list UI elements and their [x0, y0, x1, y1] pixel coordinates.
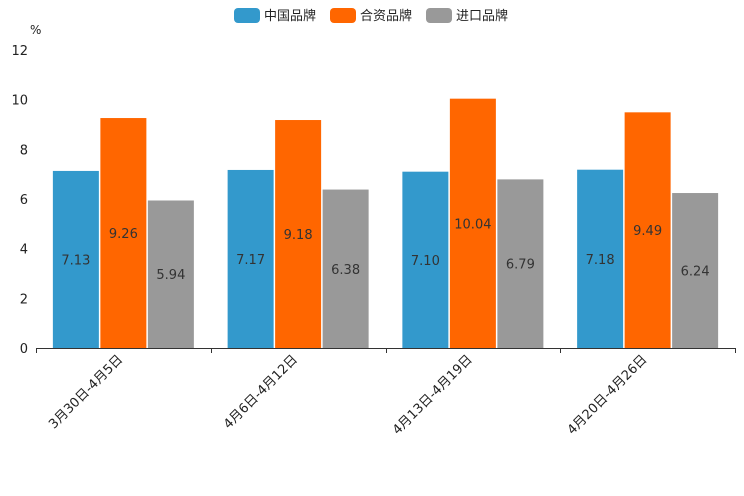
y-tick-label-4: 4 — [20, 243, 28, 258]
y-tick-label-0: 0 — [20, 342, 28, 357]
data-label-进口品牌-4月6日-4月12日: 6.38 — [331, 263, 360, 278]
legend-swatch — [330, 8, 356, 23]
bar-进口品牌-4月6日-4月12日 — [322, 189, 369, 348]
data-label-中国品牌-4月6日-4月12日: 7.17 — [236, 253, 265, 268]
y-tick-label-2: 2 — [20, 292, 28, 307]
x-tick-label-4月6日-4月12日: 4月6日-4月12日 — [221, 352, 301, 432]
legend: 中国品牌 合资品牌 进口品牌 — [234, 8, 508, 24]
y-tick-label-6: 6 — [20, 193, 28, 208]
y-axis-unit-label: % — [30, 23, 41, 37]
legend-swatch — [234, 8, 260, 23]
y-tick-label-10: 10 — [11, 94, 28, 109]
y-axis: 0 2 4 6 8 10 12 — [11, 44, 28, 357]
data-label-进口品牌-3月30日-4月5日: 5.94 — [156, 268, 185, 283]
data-label-中国品牌-3月30日-4月5日: 7.13 — [61, 253, 90, 268]
x-axis: 3月30日-4月5日 4月6日-4月12日 4月13日-4月19日 4月20日-4月2… — [36, 348, 736, 438]
x-tick-label-3月30日-4月5日: 3月30日-4月5日 — [46, 352, 126, 432]
bar-合资品牌-4月20日-4月26日 — [624, 112, 671, 348]
x-tick-label-4月20日-4月26日: 4月20日-4月26日 — [565, 352, 651, 438]
bar-合资品牌-3月30日-4月5日 — [100, 118, 147, 348]
legend-label: 合资品牌 — [360, 8, 412, 24]
legend-item-合资品牌[interactable]: 合资品牌 — [330, 8, 412, 24]
data-label-中国品牌-4月20日-4月26日: 7.18 — [586, 253, 615, 268]
bars: 7.13 7.17 7.10 7.18 9.26 9.18 10.04 9.49 5.94 6.3… — [52, 98, 719, 348]
data-label-合资品牌-4月6日-4月12日: 9.18 — [284, 228, 313, 243]
bar-合资品牌-4月6日-4月12日 — [275, 120, 322, 348]
bar-进口品牌-4月20日-4月26日 — [672, 193, 719, 348]
x-tick-label-4月13日-4月19日: 4月13日-4月19日 — [390, 352, 476, 438]
legend-item-进口品牌[interactable]: 进口品牌 — [426, 8, 508, 24]
bar-进口品牌-4月13日-4月19日 — [497, 179, 544, 348]
y-tick-label-8: 8 — [20, 143, 28, 158]
bar-合资品牌-4月13日-4月19日 — [449, 98, 496, 348]
bar-中国品牌-3月30日-4月5日 — [52, 170, 99, 348]
data-label-进口品牌-4月20日-4月26日: 6.24 — [681, 265, 710, 280]
legend-swatch — [426, 8, 452, 23]
legend-item-中国品牌[interactable]: 中国品牌 — [234, 8, 316, 24]
legend-label: 中国品牌 — [264, 8, 316, 24]
legend-label: 进口品牌 — [456, 8, 508, 24]
bar-中国品牌-4月20日-4月26日 — [577, 169, 624, 348]
data-label-中国品牌-4月13日-4月19日: 7.10 — [411, 254, 440, 269]
data-label-合资品牌-4月13日-4月19日: 10.04 — [454, 217, 491, 232]
bar-中国品牌-4月13日-4月19日 — [402, 171, 449, 348]
data-label-合资品牌-3月30日-4月5日: 9.26 — [109, 227, 138, 242]
bar-进口品牌-3月30日-4月5日 — [147, 200, 194, 348]
data-label-进口品牌-4月13日-4月19日: 6.79 — [506, 258, 535, 273]
data-label-合资品牌-4月20日-4月26日: 9.49 — [633, 224, 662, 239]
y-tick-label-12: 12 — [11, 44, 28, 59]
bar-中国品牌-4月6日-4月12日 — [227, 169, 274, 348]
